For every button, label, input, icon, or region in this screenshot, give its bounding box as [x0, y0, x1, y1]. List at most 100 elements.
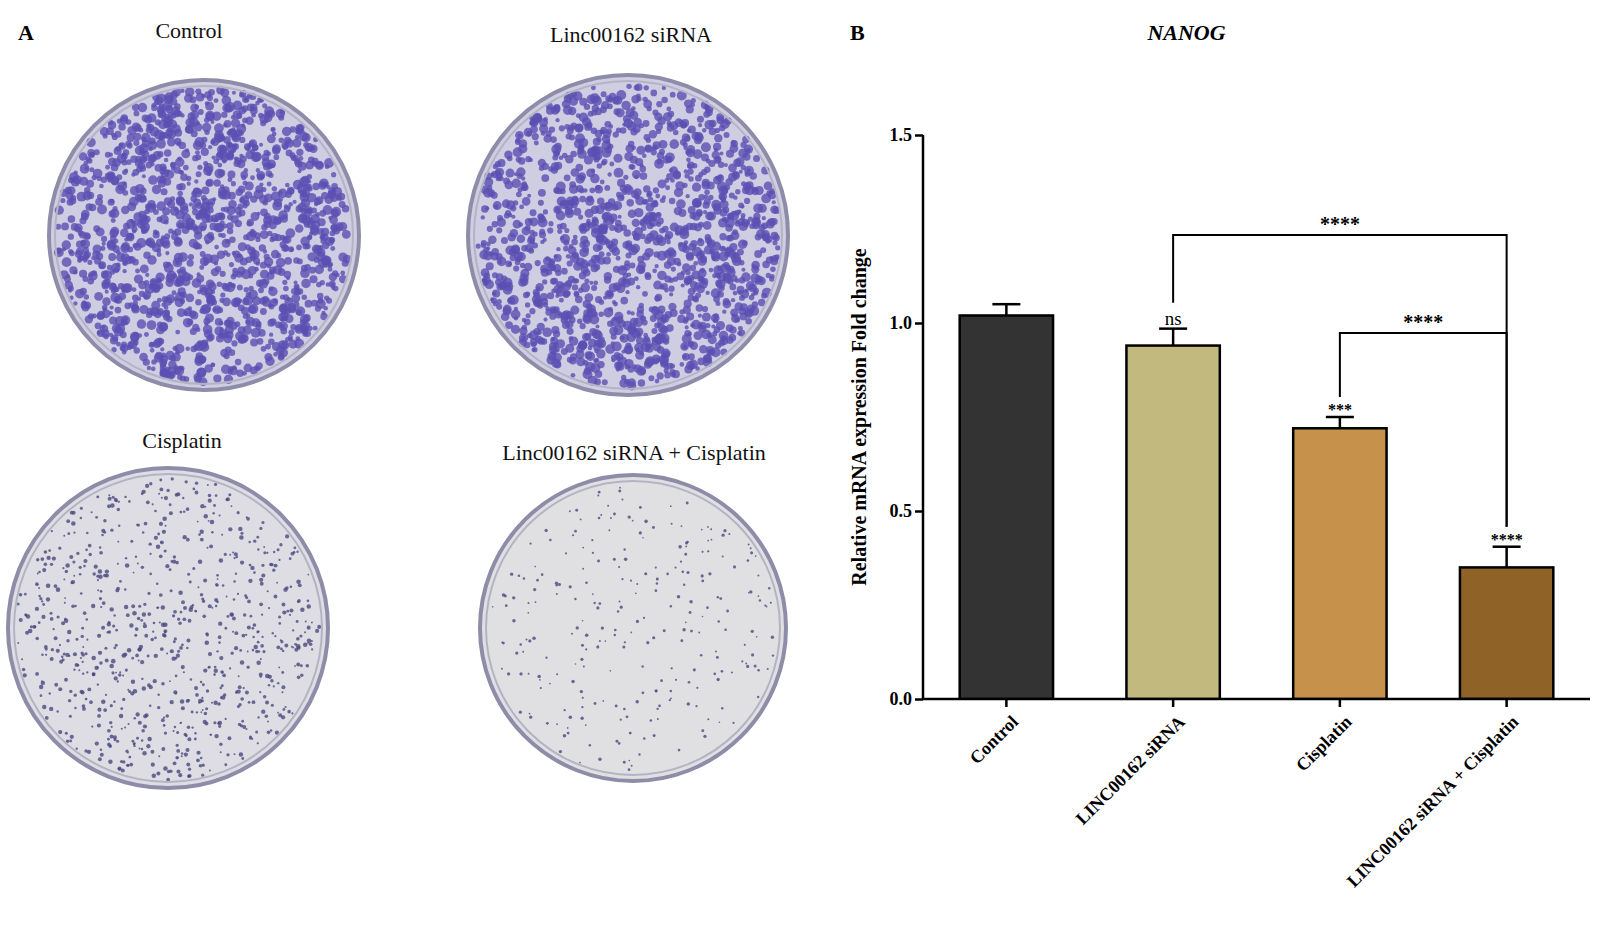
colony	[330, 246, 335, 251]
colony	[121, 242, 129, 250]
colony	[228, 142, 233, 147]
colony	[137, 193, 147, 203]
colony	[193, 226, 198, 231]
colony	[591, 285, 597, 291]
colony	[268, 303, 273, 308]
colony	[264, 106, 274, 116]
colony	[108, 253, 116, 261]
colony	[156, 201, 166, 211]
colony	[134, 275, 143, 284]
colony	[206, 112, 215, 121]
colony	[532, 133, 539, 140]
colony	[194, 357, 203, 366]
colony	[200, 305, 210, 315]
colony	[738, 326, 743, 331]
colony	[321, 182, 325, 186]
colony	[522, 318, 527, 323]
colony	[205, 102, 214, 111]
colony	[83, 247, 89, 253]
colony	[238, 107, 246, 115]
colony	[110, 305, 114, 309]
colony	[161, 353, 166, 358]
colony	[227, 222, 234, 229]
colony	[312, 183, 319, 190]
colony	[204, 322, 208, 326]
colony	[328, 267, 333, 272]
colony	[571, 373, 576, 378]
colony	[99, 184, 104, 189]
colony	[272, 186, 277, 191]
colony	[280, 328, 287, 335]
colony	[102, 270, 112, 280]
colony	[602, 379, 608, 385]
colony	[579, 138, 589, 148]
colony	[137, 296, 142, 301]
colony	[163, 101, 173, 111]
colony	[501, 237, 508, 244]
colony	[246, 117, 254, 125]
colony	[126, 233, 133, 240]
colony	[92, 251, 100, 259]
colony	[164, 263, 174, 273]
colony	[239, 93, 244, 98]
colony	[131, 221, 137, 227]
figure: ABControlLinc00162 siRNACisplatinLinc001…	[0, 0, 1600, 948]
colony	[496, 227, 502, 233]
colony	[513, 265, 519, 271]
colony	[543, 209, 548, 214]
colony	[210, 140, 215, 145]
colony	[519, 204, 524, 209]
colony	[731, 298, 735, 302]
colony	[286, 276, 290, 280]
colony	[154, 130, 164, 140]
colony	[153, 232, 160, 239]
colony	[195, 299, 201, 305]
colony	[83, 161, 88, 166]
colony	[140, 264, 149, 273]
colony	[238, 242, 247, 251]
colony	[593, 138, 601, 146]
colony	[288, 335, 293, 340]
colony	[115, 307, 122, 314]
colony	[157, 216, 163, 222]
colony	[80, 240, 86, 246]
colony	[84, 294, 89, 299]
colony	[238, 204, 244, 210]
colony	[213, 179, 220, 186]
colony	[248, 304, 258, 314]
colony	[190, 110, 199, 119]
colony	[275, 322, 282, 329]
colony	[279, 304, 287, 312]
colony	[601, 91, 607, 97]
colony	[102, 297, 111, 306]
colony	[189, 239, 198, 248]
colony	[295, 306, 305, 316]
colony	[598, 312, 603, 317]
colony	[107, 265, 113, 271]
colony	[224, 120, 232, 128]
colony	[177, 156, 182, 161]
colony	[135, 146, 145, 156]
colony	[273, 154, 279, 160]
colony	[62, 240, 71, 249]
colony	[138, 103, 147, 112]
colony	[191, 220, 196, 225]
colony	[719, 246, 725, 252]
colony	[342, 230, 351, 239]
colony	[144, 294, 149, 299]
colony	[739, 260, 744, 265]
colony	[205, 314, 214, 323]
colony	[115, 324, 125, 334]
colony	[198, 210, 204, 216]
colony	[159, 358, 167, 366]
colony	[269, 304, 275, 310]
colony	[208, 334, 215, 341]
colony	[108, 158, 117, 167]
colony	[251, 212, 260, 221]
colony	[146, 123, 151, 128]
colony	[174, 253, 184, 263]
colony	[150, 307, 159, 316]
colony	[225, 102, 235, 112]
colony	[632, 170, 641, 179]
colony	[239, 137, 245, 143]
